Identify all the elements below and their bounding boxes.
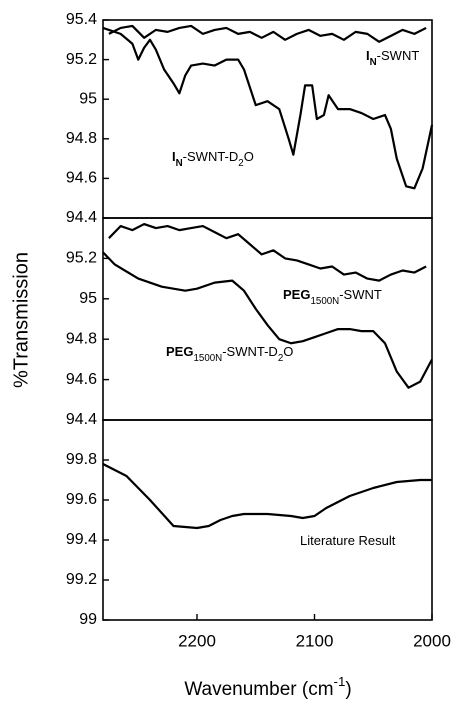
y-tick-label: 95.4 xyxy=(66,11,97,28)
text-part: PEG xyxy=(166,344,193,359)
text-part: PEG xyxy=(283,287,310,302)
y-tick-label: 94.8 xyxy=(66,130,97,147)
annotation: IN-SWNT-D2O xyxy=(172,149,254,169)
y-tick-label: 99 xyxy=(79,611,97,628)
text-part: 1500N xyxy=(310,296,339,307)
text-part: -1 xyxy=(334,674,346,689)
spectrum-line xyxy=(108,222,427,282)
text-part: -SWNT-D xyxy=(183,149,239,164)
text-part: 1500N xyxy=(193,353,222,364)
x-axis-label: Wavenumber (cm-1) xyxy=(184,674,351,700)
text-part: -SWNT xyxy=(339,287,382,302)
text-part: 2 xyxy=(278,353,283,364)
text-part: Wavenumber (cm xyxy=(184,679,333,700)
annotation: PEG1500N-SWNT-D2O xyxy=(166,344,293,364)
y-tick-label: 94.6 xyxy=(66,371,97,388)
text-part: N xyxy=(176,158,183,169)
text-part: ) xyxy=(345,679,351,700)
annotation: PEG1500N-SWNT xyxy=(283,287,382,307)
spectrum-line xyxy=(102,26,434,190)
y-axis-label: %Transmission xyxy=(10,252,32,388)
text-part: I xyxy=(172,149,176,164)
annotation: Literature Result xyxy=(300,533,396,548)
x-tick-label: 2100 xyxy=(296,631,334,650)
y-tick-label: 94.4 xyxy=(66,209,97,226)
text-part: -SWNT xyxy=(377,48,420,63)
panel-frame xyxy=(102,419,433,621)
annotation: IN-SWNT xyxy=(366,48,419,68)
y-tick-label: 94.8 xyxy=(66,330,97,347)
text-part: -SWNT-D xyxy=(222,344,278,359)
y-tick-label: 99.6 xyxy=(66,491,97,508)
y-tick-label: 94.6 xyxy=(66,170,97,187)
text-part: 2 xyxy=(238,158,243,169)
text-part: Literature Result xyxy=(300,533,396,548)
text-part: N xyxy=(370,57,377,68)
panel-frame xyxy=(102,217,433,421)
x-tick-label: 2200 xyxy=(178,631,216,650)
x-tick-label: 2000 xyxy=(413,631,451,650)
text-part: O xyxy=(283,344,293,359)
y-tick-label: 95 xyxy=(79,290,97,307)
text-part: O xyxy=(244,149,254,164)
text-part: I xyxy=(366,48,370,63)
spectrum-line xyxy=(102,251,433,389)
y-tick-label: 95.2 xyxy=(66,51,97,68)
spectrum-line xyxy=(102,463,432,530)
y-tick-label: 99.4 xyxy=(66,531,97,548)
y-tick-label: 95 xyxy=(79,90,97,107)
y-tick-label: 94.4 xyxy=(66,411,97,428)
y-tick-label: 95.2 xyxy=(66,250,97,267)
y-tick-label: 99.2 xyxy=(66,571,97,588)
spectrum-line xyxy=(108,24,427,43)
y-tick-label: 99.8 xyxy=(66,451,97,468)
